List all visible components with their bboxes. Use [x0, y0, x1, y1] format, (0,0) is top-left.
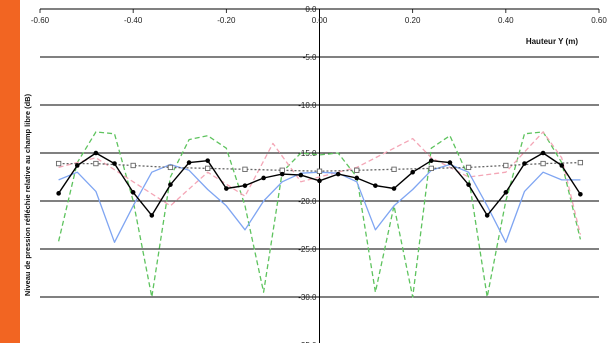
- data-point: [428, 165, 434, 172]
- x-tick-label: -0.20: [217, 16, 236, 25]
- data-point: [484, 213, 490, 218]
- data-point: [354, 175, 360, 181]
- data-point: [56, 191, 61, 196]
- data-point: [279, 171, 285, 177]
- data-point: [429, 158, 434, 163]
- data-point: [55, 160, 62, 167]
- data-point: [130, 190, 136, 195]
- data-point: [335, 171, 341, 177]
- data-point: [205, 165, 211, 172]
- x-tick-label: 0.60: [591, 16, 607, 25]
- y-tick-label: -10.0: [298, 101, 317, 110]
- data-point: [503, 162, 509, 169]
- data-point: [317, 178, 322, 184]
- data-point: [74, 163, 80, 168]
- y-tick-label: -35.0: [298, 341, 317, 343]
- series-layer: [55, 131, 584, 298]
- data-point: [242, 166, 248, 172]
- x-tick-label: -0.60: [31, 16, 50, 25]
- data-point: [149, 213, 155, 218]
- x-tick-label: 0.00: [312, 16, 328, 25]
- data-point: [279, 167, 285, 173]
- x-tick-label: -0.40: [124, 16, 143, 25]
- data-point: [373, 183, 378, 188]
- data-point: [578, 191, 583, 197]
- data-point: [447, 160, 453, 165]
- data-point: [168, 182, 173, 187]
- data-point: [522, 161, 527, 166]
- data-point: [391, 186, 397, 191]
- data-point: [112, 161, 117, 166]
- data-point: [503, 190, 509, 195]
- data-point: [391, 166, 397, 172]
- data-point: [540, 160, 546, 167]
- y-tick-label: -25.0: [298, 245, 317, 254]
- data-point: [410, 169, 415, 175]
- y-axis-label: Niveau de pression réfléchie relative au…: [23, 93, 32, 296]
- data-point: [465, 164, 472, 171]
- data-point: [298, 172, 304, 178]
- x-axis-label: Hauteur Y (m): [526, 37, 578, 46]
- data-point: [261, 175, 266, 181]
- accent-stripe: [0, 0, 20, 343]
- y-tick-label: -30.0: [298, 293, 317, 302]
- data-point: [93, 150, 99, 156]
- x-tick-label: 0.40: [498, 16, 514, 25]
- axes: 0.0-5.0-10.0-15.0-20.0-25.0-30.0-35.0-0.…: [31, 5, 607, 343]
- data-point: [186, 160, 192, 165]
- data-point: [205, 158, 210, 163]
- data-point: [577, 159, 584, 166]
- data-point: [354, 167, 360, 173]
- data-point: [224, 186, 229, 191]
- data-point: [93, 160, 99, 167]
- y-tick-label: -5.0: [303, 53, 317, 62]
- data-point: [316, 168, 323, 174]
- data-point: [540, 150, 546, 156]
- data-point: [466, 182, 471, 187]
- data-point: [242, 183, 248, 188]
- y-tick-label: -20.0: [298, 197, 317, 206]
- data-point: [559, 163, 565, 168]
- x-tick-label: 0.20: [405, 16, 421, 25]
- data-point: [130, 162, 136, 169]
- data-point: [167, 164, 174, 171]
